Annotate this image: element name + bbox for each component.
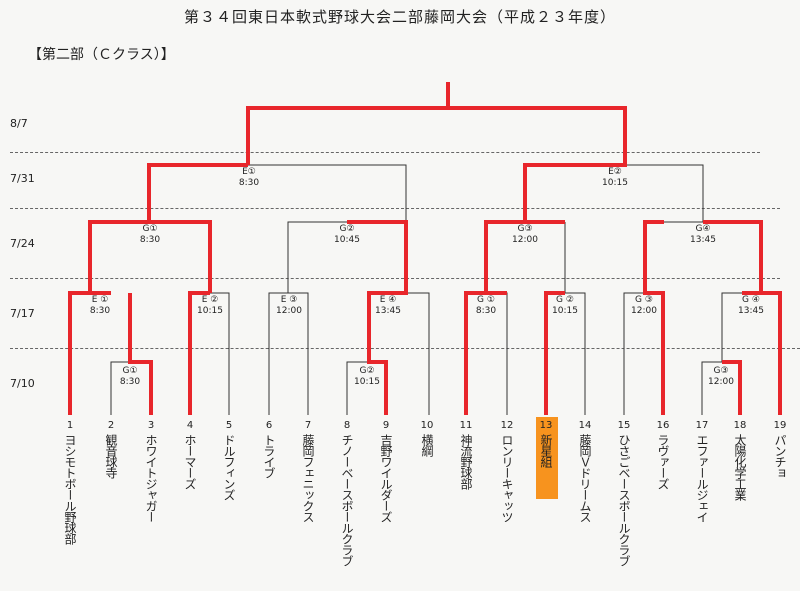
match-label: G① 8:30	[139, 224, 161, 245]
match-label: G③ 12:00	[512, 224, 538, 245]
team-name: ロンリーキャッツ	[500, 434, 514, 522]
winner-line	[544, 291, 565, 415]
winner-line	[68, 291, 111, 415]
team-number: 12	[500, 420, 514, 431]
match-label: E ④ 13:45	[375, 295, 401, 316]
team-number: 5	[225, 420, 233, 431]
round-divider	[10, 208, 780, 209]
team-number: 2	[107, 420, 115, 431]
team-number: 13	[539, 420, 553, 431]
winner-line	[147, 163, 248, 222]
round-divider	[10, 348, 800, 349]
team-number: 18	[733, 420, 747, 431]
match-label: G② 10:45	[334, 224, 360, 245]
date-label-final: 8/7	[10, 117, 28, 130]
match-label: E② 10:15	[602, 167, 628, 188]
winner-line	[703, 220, 763, 293]
team-number: 1	[66, 420, 74, 431]
team-name: ドルフィンズ	[222, 434, 236, 500]
team-name: パンチョ	[773, 434, 787, 478]
team-name: トライブ	[262, 434, 276, 478]
team-name: チノーベースボールクラブ	[340, 434, 354, 566]
team-number: 8	[343, 420, 351, 431]
highlight-box	[536, 417, 558, 499]
team-name: エファールジェイ	[695, 434, 709, 522]
date-label-semifinal: 7/31	[10, 172, 35, 185]
team-name: ラヴァーズ	[656, 434, 670, 489]
match-label: E ① 8:30	[89, 295, 111, 316]
team-number: 17	[695, 420, 709, 431]
division-label: 【第二部（Ｃクラス）】	[28, 47, 175, 63]
team-name: 太陽化学工業	[733, 434, 747, 500]
team-number: 15	[617, 420, 631, 431]
match-label: G ② 10:15	[552, 295, 578, 316]
winner-line	[448, 106, 627, 222]
match-label: E ② 10:15	[197, 295, 223, 316]
team-name: 観音球寺	[104, 434, 118, 478]
team-number: 19	[773, 420, 787, 431]
winner-line	[128, 293, 153, 415]
team-number: 11	[459, 420, 473, 431]
team-number: 4	[186, 420, 194, 431]
date-label-quarterfinal: 7/24	[10, 237, 35, 250]
bracket-line	[346, 361, 369, 415]
match-label: G③ 12:00	[708, 366, 734, 387]
team-name: ホワイトジャガー	[144, 434, 158, 522]
team-number: 9	[382, 420, 390, 431]
date-label-round1: 7/10	[10, 377, 35, 390]
team-name: ヨシモトボール野球部	[63, 434, 77, 544]
match-label: E ③ 12:00	[276, 295, 302, 316]
round-divider	[10, 152, 760, 153]
winner-line	[643, 220, 665, 415]
match-label: G ③ 12:00	[631, 295, 657, 316]
team-number: 3	[147, 420, 155, 431]
team-number: 7	[304, 420, 312, 431]
match-label: G② 10:15	[354, 366, 380, 387]
team-name: ひさごベースボールクラブ	[617, 434, 631, 566]
winner-line	[347, 220, 408, 415]
match-label: E① 8:30	[238, 167, 260, 188]
team-name: 吉野ワイルダーズ	[379, 434, 393, 522]
bracket-line	[565, 292, 586, 415]
match-label: G ① 8:30	[475, 295, 497, 316]
winner-line	[188, 291, 210, 415]
winner-line	[464, 291, 507, 415]
bracket-line	[623, 292, 645, 415]
team-name: ホーマーズ	[183, 434, 197, 489]
match-label: G ④ 13:45	[738, 295, 764, 316]
match-label: G④ 13:45	[690, 224, 716, 245]
team-number: 14	[578, 420, 592, 431]
team-name: 藤岡Ｖドリームス	[578, 434, 592, 522]
team-number: 16	[656, 420, 670, 431]
team-name: 神流野球部	[459, 434, 473, 489]
winner-line	[484, 220, 565, 293]
bracket-line	[625, 164, 704, 223]
bracket-line	[287, 221, 347, 293]
team-name: 藤岡フェニックス	[301, 434, 315, 522]
winner-line	[722, 360, 742, 415]
team-number: 6	[265, 420, 273, 431]
match-label: G① 8:30	[119, 366, 141, 387]
round-divider	[10, 278, 780, 279]
team-number: 10	[420, 420, 434, 431]
winner-line	[742, 291, 782, 415]
page-title: 第３４回東日本軟式野球大会二部藤岡大会（平成２３年度）	[183, 8, 616, 26]
bracket-line	[721, 292, 742, 362]
date-label-round2: 7/17	[10, 307, 35, 320]
team-name: 横綱	[420, 434, 434, 456]
team-name: 新星組	[539, 434, 553, 467]
bracket-line	[247, 108, 407, 222]
winner-line	[246, 82, 450, 165]
